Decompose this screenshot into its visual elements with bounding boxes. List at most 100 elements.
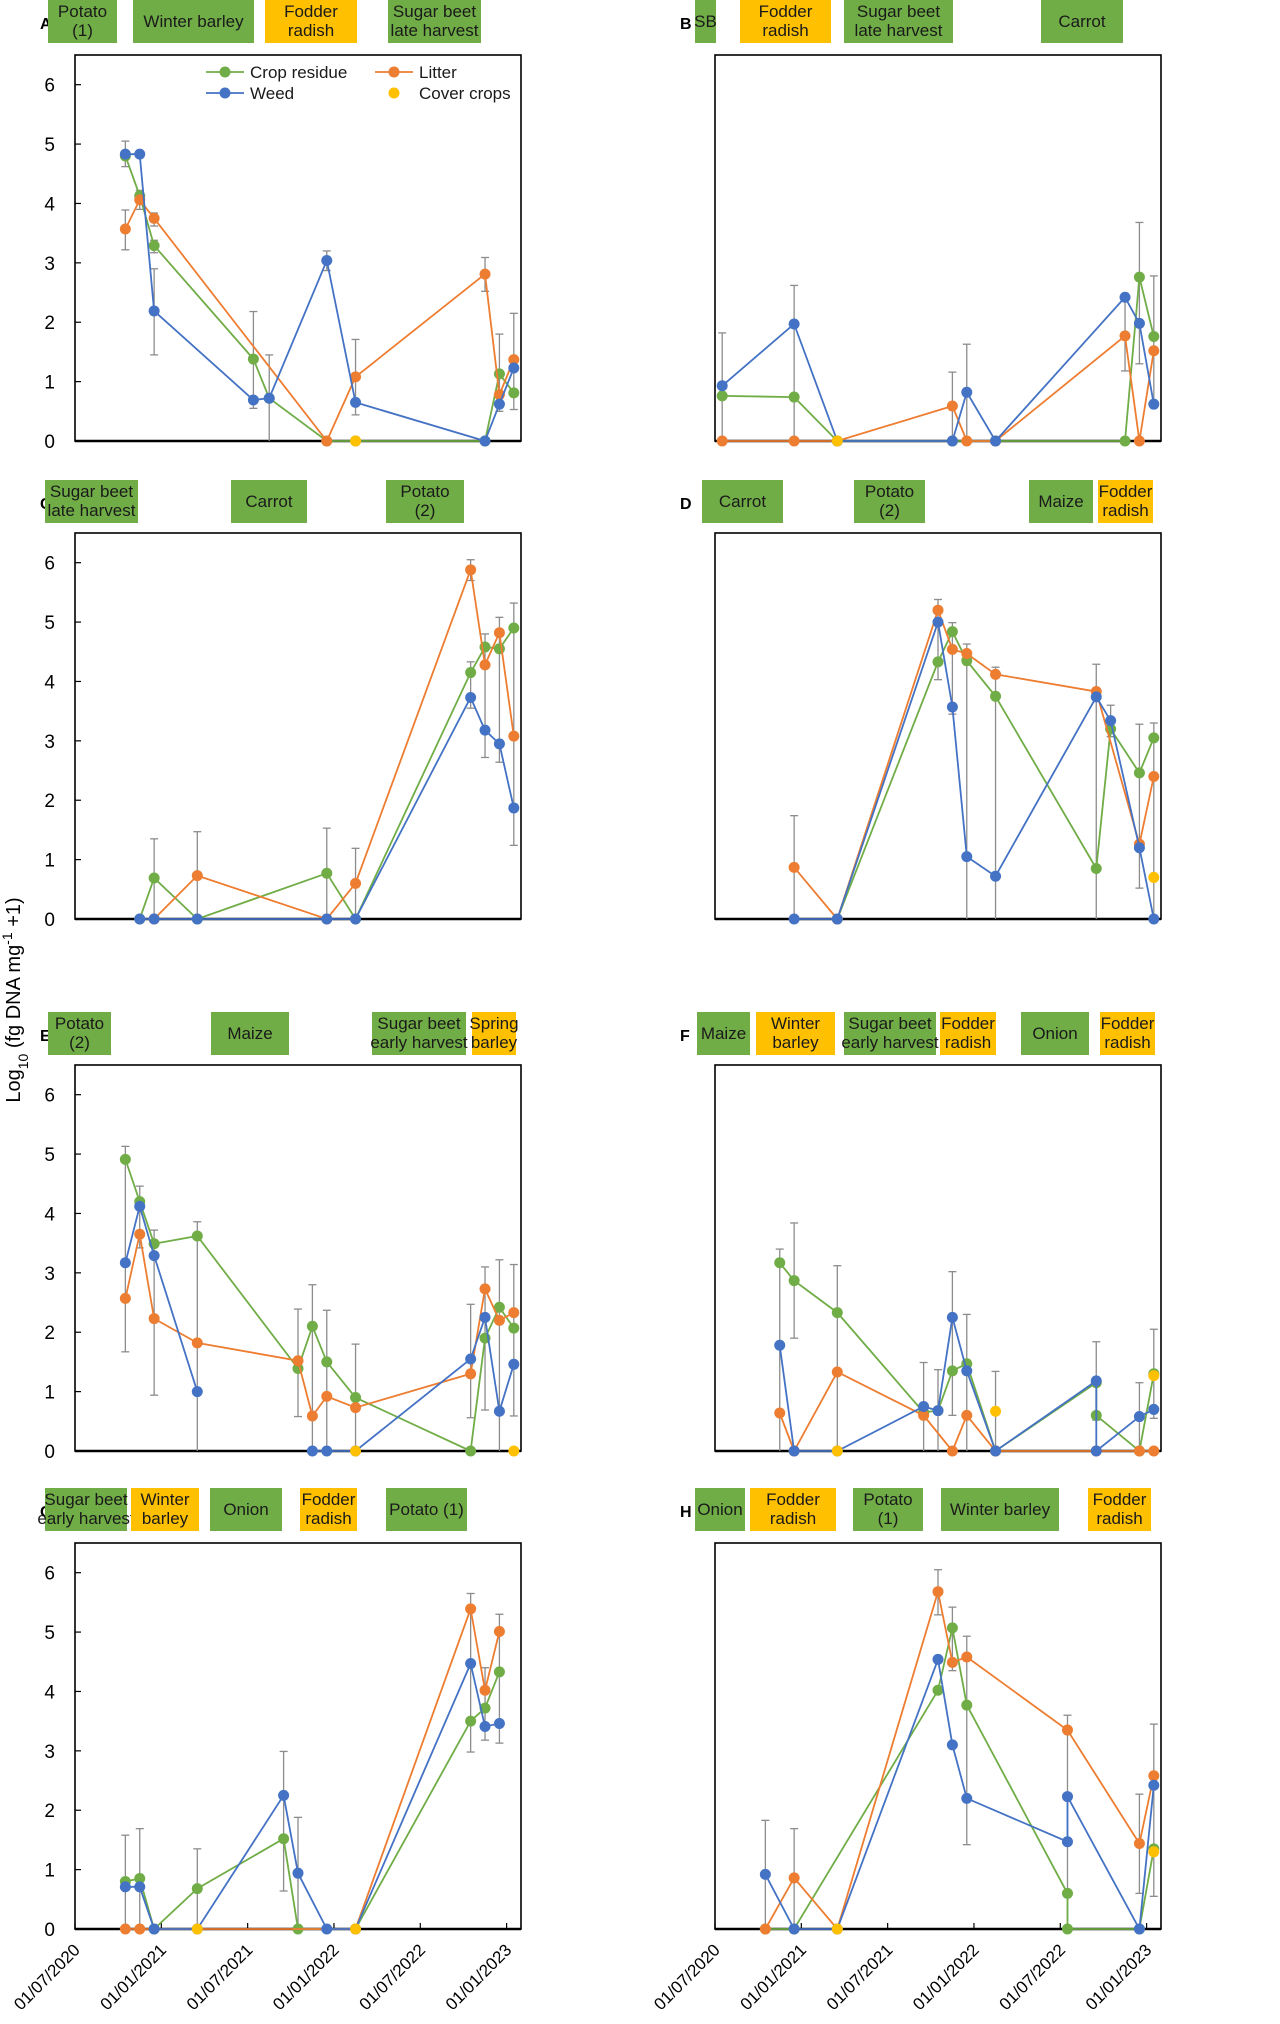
data-point-cover <box>1148 1370 1160 1382</box>
crop-banner-label: Fodder <box>941 1014 995 1033</box>
data-point-litter <box>465 1368 477 1380</box>
x-tick-label: 01/01/2022 <box>909 1940 983 2014</box>
data-point-crop <box>508 1322 520 1334</box>
data-point-crop <box>119 1153 131 1165</box>
series-line-crop <box>125 1671 501 1931</box>
data-point-litter <box>148 1313 160 1325</box>
series-line-crop <box>124 155 515 442</box>
error-bar <box>121 1145 130 1353</box>
data-point-litter <box>479 659 491 671</box>
data-point-weed <box>990 1445 1002 1457</box>
data-point-weed <box>1119 291 1131 303</box>
error-bar <box>948 1271 957 1417</box>
panel-letter: B <box>680 16 692 33</box>
data-point-crop <box>493 1666 505 1678</box>
crop-banner-label: Spring <box>469 1014 518 1033</box>
data-point-weed <box>1133 1411 1145 1423</box>
data-point-litter <box>119 1923 131 1935</box>
series-line-litter <box>722 334 1155 442</box>
crop-banner-bg <box>695 1488 745 1531</box>
series-line-weed <box>125 153 515 443</box>
data-point-weed <box>1148 913 1160 925</box>
y-tick-label: 3 <box>44 732 55 753</box>
crop-banner-bg <box>48 0 117 43</box>
data-point-crop <box>493 643 505 655</box>
crop-banner: Potato(2) <box>386 480 464 523</box>
x-tick-label: 01/01/2023 <box>442 1940 516 2014</box>
series-cover <box>831 1846 1160 1935</box>
crop-banner-bg <box>853 1488 923 1531</box>
data-point-litter <box>508 354 520 366</box>
data-point-weed <box>508 362 520 374</box>
error-bar <box>509 1263 518 1417</box>
series-weed <box>134 691 520 925</box>
data-point-litter <box>493 1625 505 1637</box>
series-line-weed <box>764 1655 1155 1932</box>
panel-letter: F <box>680 1028 690 1045</box>
crop-banner: SB <box>694 0 717 43</box>
y-tick-label: 3 <box>44 254 55 275</box>
x-tick-label: 01/01/2022 <box>269 1940 343 2014</box>
data-point-litter <box>350 877 362 889</box>
crop-banner-bg <box>1029 480 1093 523</box>
data-point-cover <box>1148 1846 1160 1858</box>
data-point-crop <box>961 1699 973 1711</box>
crop-banner-bg <box>131 1488 199 1531</box>
data-point-litter <box>1148 345 1160 357</box>
error-bar <box>1135 221 1144 365</box>
data-point-weed <box>321 913 333 925</box>
crop-banner-label: radish <box>305 1509 351 1528</box>
data-point-litter <box>946 1656 958 1668</box>
data-point-crop <box>788 1275 800 1287</box>
x-tick-label: 01/07/2021 <box>823 1940 897 2014</box>
series-weed <box>119 1200 203 1398</box>
crop-banner-label: Sugar beet <box>393 2 476 21</box>
series-crop <box>119 1666 505 1935</box>
data-point-weed <box>350 396 362 408</box>
crop-banner-label: Fodder <box>759 2 813 21</box>
data-point-weed <box>493 738 505 750</box>
x-tick-label: 01/01/2021 <box>737 1940 811 2014</box>
data-point-cover <box>350 1445 362 1457</box>
crop-banner-label: radish <box>945 1033 991 1052</box>
error-bar <box>279 1750 288 1892</box>
y-tick-label: 0 <box>44 432 55 453</box>
data-point-crop <box>946 1622 958 1634</box>
crop-banner-label: late harvest <box>391 21 479 40</box>
data-point-weed <box>946 435 958 447</box>
data-point-litter <box>134 194 146 206</box>
data-point-weed <box>119 1881 131 1893</box>
crop-banner-label: Fodder <box>1099 482 1153 501</box>
data-point-litter <box>961 648 973 660</box>
legend-entry-crop: Crop residue <box>206 63 347 82</box>
data-point-weed <box>788 1445 800 1457</box>
crop-banner-bg <box>1098 480 1153 523</box>
crop-banner: Potato(1) <box>853 1488 923 1531</box>
crop-banner-label: Potato (1) <box>389 1500 464 1519</box>
data-point-cover <box>350 1923 362 1935</box>
data-point-crop <box>191 1230 203 1242</box>
error-bar <box>962 643 971 919</box>
crop-banner-label: Sugar beet <box>377 1014 460 1033</box>
crop-banner-label: Carrot <box>719 492 767 511</box>
error-bar <box>833 1265 842 1451</box>
error-bar <box>495 616 504 763</box>
crop-banner-label: Maize <box>227 1024 272 1043</box>
crop-banner-bg <box>386 480 464 523</box>
data-point-litter <box>990 668 1002 680</box>
data-point-crop <box>831 1307 843 1319</box>
data-point-litter <box>932 1586 944 1598</box>
crop-banner-bg <box>1088 1488 1151 1531</box>
x-tick-label: 01/01/2023 <box>1082 1940 1156 2014</box>
crop-banner-label: early harvest <box>841 1033 939 1052</box>
series-line-weed <box>794 621 1155 920</box>
data-point-crop <box>247 353 259 365</box>
data-point-weed <box>961 851 973 863</box>
y-tick-label: 1 <box>44 851 55 872</box>
data-point-cover <box>350 435 362 447</box>
crop-banner-label: Maize <box>1038 492 1083 511</box>
series-weed <box>716 291 1160 447</box>
